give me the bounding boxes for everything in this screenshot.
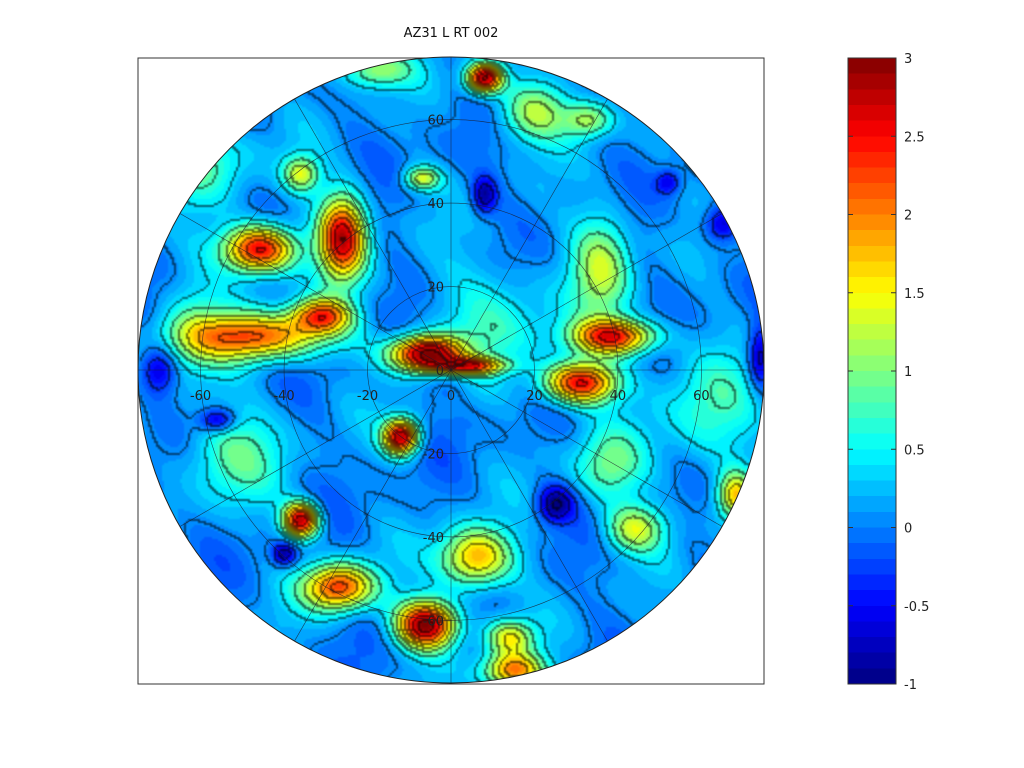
y-tick-label: 40 <box>427 197 444 212</box>
chart-title: AZ31 L RT 002 <box>404 26 499 41</box>
x-tick-label: -40 <box>273 389 294 404</box>
colorbar-tick-label: 1.5 <box>904 287 925 302</box>
colorbar-tick-label: 0.5 <box>904 443 925 458</box>
colorbar-tick-label: 1 <box>904 365 912 380</box>
x-tick-label: -20 <box>357 389 378 404</box>
y-tick-label: -40 <box>423 531 444 546</box>
colorbar-tick-label: -0.5 <box>904 600 929 615</box>
polar-tick-labels: -60 -40 -20 0 20 40 60 60 40 20 0 -20 -40 -60 <box>190 114 710 630</box>
colorbar-tick-label: 3 <box>904 52 912 67</box>
x-tick-label: 20 <box>526 389 543 404</box>
polar-grid-spoke <box>179 213 723 527</box>
colorbar-tick-label: -1 <box>904 678 917 693</box>
x-tick-label: 40 <box>610 389 627 404</box>
y-tick-label: -60 <box>423 614 444 629</box>
colorbar-ticks: -1 -0.5 0 0.5 1 1.5 2 2.5 3 <box>848 52 929 693</box>
colorbar-gradient <box>848 58 896 684</box>
x-tick-label: 0 <box>447 389 455 404</box>
y-tick-label: 60 <box>427 114 444 129</box>
y-tick-label: 20 <box>427 281 444 296</box>
x-tick-label: 60 <box>693 389 710 404</box>
colorbar-tick-label: 2 <box>904 209 912 224</box>
y-tick-label: -20 <box>423 447 444 462</box>
colorbar: -1 -0.5 0 0.5 1 1.5 2 2.5 3 <box>847 52 929 693</box>
polar-grid <box>137 56 765 684</box>
colorbar-tick-label: 2.5 <box>904 130 925 145</box>
colorbar-tick-label: 0 <box>904 522 912 537</box>
y-tick-label: 0 <box>436 364 444 379</box>
x-tick-label: -60 <box>190 389 211 404</box>
